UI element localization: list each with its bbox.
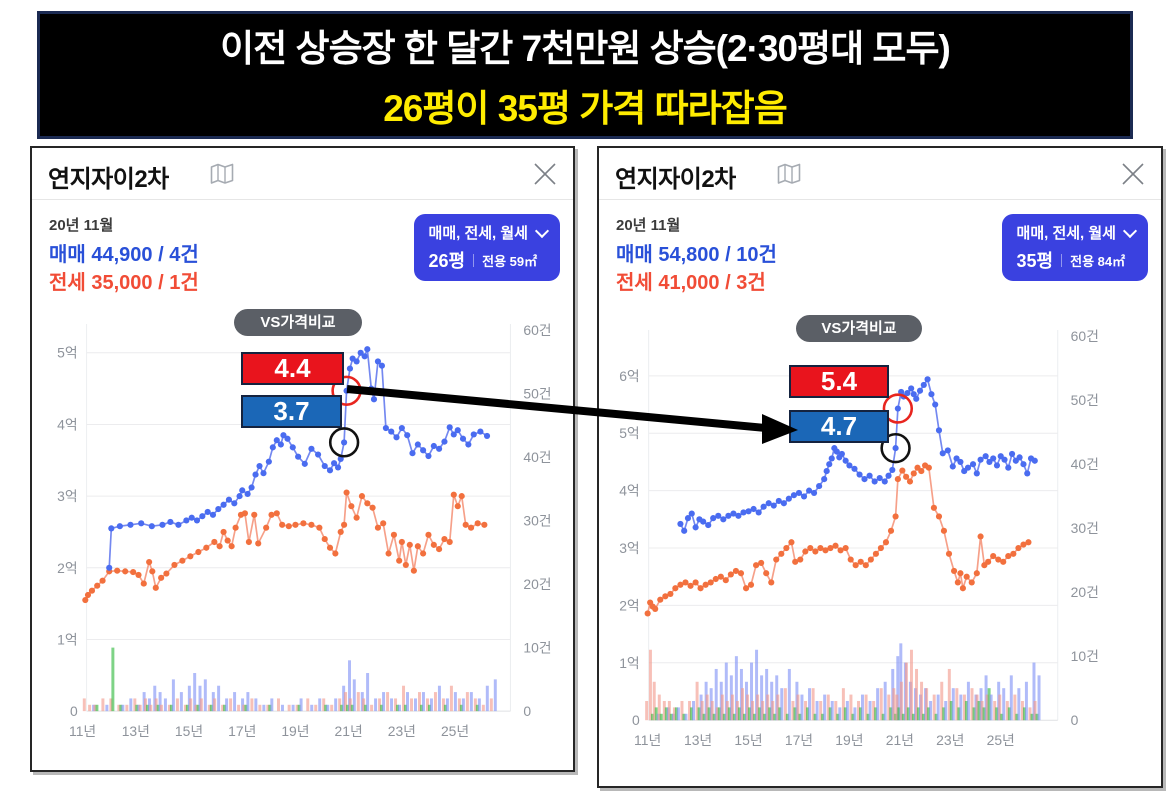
- dropdown-separator: [1061, 253, 1063, 267]
- svg-text:1억: 1억: [619, 655, 640, 671]
- svg-text:25년: 25년: [441, 723, 469, 739]
- pyeong-label: 26평: [428, 251, 466, 271]
- map-icon[interactable]: [210, 163, 234, 185]
- svg-text:3억: 3억: [57, 488, 77, 504]
- svg-text:30건: 30건: [523, 513, 551, 529]
- close-icon[interactable]: [531, 160, 559, 188]
- svg-text:10건: 10건: [1071, 648, 1099, 664]
- tooltip-date: 20년 11월: [49, 217, 114, 234]
- chevron-down-icon: [534, 223, 550, 238]
- svg-text:20건: 20건: [523, 576, 551, 592]
- dropdown-separator: [473, 253, 475, 267]
- jeonse-price-line: 전세 35,000 / 1건: [49, 272, 199, 294]
- exclusive-area-label: 전용 84㎡: [1070, 253, 1126, 269]
- svg-text:60건: 60건: [523, 322, 551, 338]
- map-icon[interactable]: [777, 163, 801, 185]
- tooltip-date: 20년 11월: [616, 217, 681, 234]
- svg-text:0: 0: [523, 703, 531, 719]
- svg-text:11년: 11년: [634, 732, 661, 748]
- svg-text:30건: 30건: [1071, 520, 1099, 536]
- svg-text:4억: 4억: [57, 416, 77, 432]
- type-area-dropdown[interactable]: 매매, 전세, 월세 26평 전용 59㎡: [413, 214, 560, 281]
- exclusive-area-label: 전용 59㎡: [482, 253, 538, 269]
- svg-text:0: 0: [70, 703, 78, 719]
- vs-price-compare-button[interactable]: VS가격비교: [234, 309, 362, 336]
- svg-text:50건: 50건: [523, 385, 551, 401]
- close-icon[interactable]: [1119, 160, 1147, 188]
- vs-price-compare-button[interactable]: VS가격비교: [796, 315, 922, 342]
- chevron-down-icon: [1122, 223, 1138, 238]
- svg-text:2억: 2억: [619, 597, 640, 613]
- panel-header: 연지자이2차: [599, 148, 1161, 200]
- price-before-badge: 4.7: [789, 410, 889, 443]
- svg-text:1억: 1억: [57, 631, 77, 647]
- svg-text:0: 0: [632, 712, 640, 728]
- price-after-badge: 5.4: [789, 365, 889, 398]
- svg-text:25년: 25년: [987, 732, 1015, 748]
- price-before-badge: 3.7: [241, 395, 342, 428]
- svg-text:19년: 19년: [281, 723, 309, 739]
- svg-text:23년: 23년: [936, 732, 964, 748]
- svg-text:20건: 20건: [1071, 584, 1099, 600]
- svg-text:40건: 40건: [523, 449, 551, 465]
- headline-line1: 이전 상승장 한 달간 7천만원 상승(2·30평대 모두): [220, 28, 951, 69]
- svg-text:15년: 15년: [175, 723, 203, 739]
- panel-header: 연지자이2차: [32, 148, 573, 200]
- headline-line2: 26평이 35평 가격 따라잡음: [383, 88, 788, 129]
- svg-text:3억: 3억: [619, 540, 640, 556]
- svg-text:15년: 15년: [734, 732, 762, 748]
- svg-text:0: 0: [1071, 712, 1079, 728]
- svg-text:5억: 5억: [57, 345, 77, 361]
- header-divider: [599, 199, 1161, 200]
- svg-text:21년: 21년: [886, 732, 914, 748]
- pyeong-label: 35평: [1016, 251, 1054, 271]
- svg-text:23년: 23년: [388, 723, 416, 739]
- headline-banner: 이전 상승장 한 달간 7천만원 상승(2·30평대 모두) 26평이 35평 …: [37, 11, 1133, 139]
- header-divider: [32, 199, 573, 200]
- svg-text:11년: 11년: [69, 723, 96, 739]
- jeonse-price-line: 전세 41,000 / 3건: [616, 272, 766, 294]
- sale-price-line: 매매 54,800 / 10건: [616, 244, 777, 266]
- trade-types-label: 매매, 전세, 월세: [428, 225, 528, 242]
- svg-text:2억: 2억: [57, 560, 77, 576]
- price-volume-chart-35py[interactable]: 6억 5억 4억 3억 2억 1억 0 60건 50건 40건 30건 20건 10건 0 11년 13년 15…: [599, 148, 1161, 786]
- svg-text:60건: 60건: [1071, 328, 1099, 344]
- svg-text:17년: 17년: [785, 732, 813, 748]
- price-after-badge: 4.4: [241, 352, 344, 385]
- sale-price-line: 매매 44,900 / 4건: [49, 244, 199, 266]
- apartment-title: 연지자이2차: [48, 166, 169, 193]
- svg-text:19년: 19년: [835, 732, 863, 748]
- trade-types-label: 매매, 전세, 월세: [1016, 225, 1116, 242]
- svg-text:13년: 13년: [684, 732, 712, 748]
- apartment-panel-35py: 6억 5억 4억 3억 2억 1억 0 60건 50건 40건 30건 20건 10건 0 11년 13년 15…: [597, 146, 1163, 788]
- svg-text:6억: 6억: [619, 368, 640, 384]
- svg-text:13년: 13년: [122, 723, 150, 739]
- svg-text:50건: 50건: [1071, 392, 1099, 408]
- svg-text:40건: 40건: [1071, 456, 1099, 472]
- svg-text:10건: 10건: [523, 640, 551, 656]
- svg-text:21년: 21년: [335, 723, 363, 739]
- apartment-title: 연지자이2차: [615, 166, 736, 193]
- svg-text:4억: 4억: [619, 483, 640, 499]
- type-area-dropdown[interactable]: 매매, 전세, 월세 35평 전용 84㎡: [1001, 214, 1148, 281]
- apartment-panel-26py: 5억 4억 3억 2억 1억 0 60건 50건 40건 30건 20건 10건 0 11년 13년 15년 1…: [30, 146, 575, 772]
- svg-text:17년: 17년: [228, 723, 256, 739]
- svg-text:5억: 5억: [619, 425, 640, 441]
